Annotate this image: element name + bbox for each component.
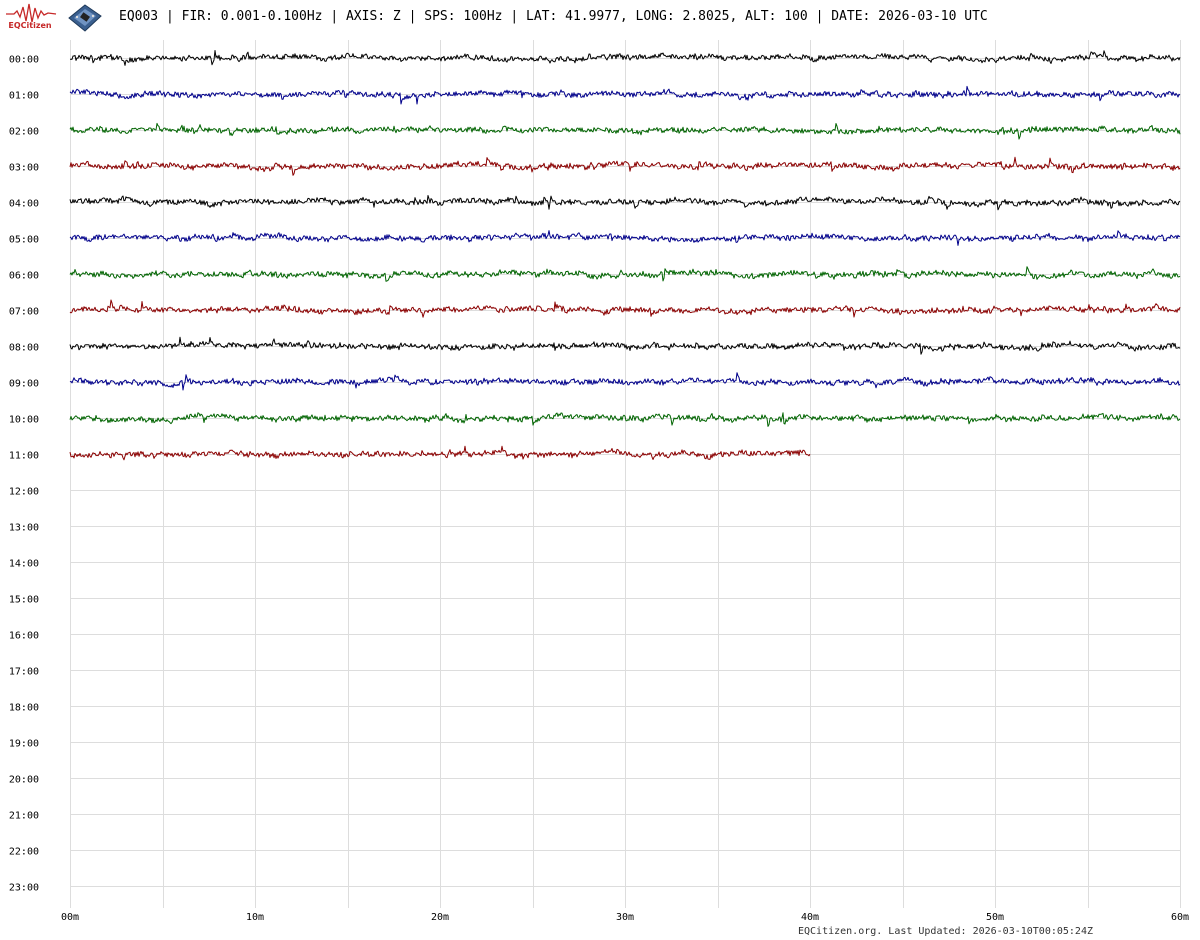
y-tick-label: 02:00 [9,127,39,138]
seismic-trace [69,445,811,461]
y-tick-label: 05:00 [9,235,39,246]
y-tick-label: 01:00 [9,91,39,102]
sensor-board-icon [68,4,102,32]
grid [70,40,1181,908]
seismic-trace [69,50,1181,66]
header: EQCitizen EQ003 | FIR: 0.001-0.100Hz | A… [0,0,1200,36]
x-tick-label: 30m [616,912,634,923]
y-tick-label: 04:00 [9,199,39,210]
seismic-trace [69,299,1181,318]
seismic-trace [69,85,1181,105]
x-tick-label: 00m [61,912,79,923]
y-tick-label: 00:00 [9,55,39,66]
seismograph-logo-icon [4,2,58,34]
x-tick-label: 10m [246,912,264,923]
y-tick-label: 17:00 [9,667,39,678]
y-tick-label: 20:00 [9,775,39,786]
y-tick-label: 15:00 [9,595,39,606]
y-tick-label: 16:00 [9,631,39,642]
y-tick-label: 11:00 [9,451,39,462]
y-tick-label: 06:00 [9,271,39,282]
seismic-traces [69,50,1181,461]
y-tick-label: 23:00 [9,883,39,894]
y-tick-label: 22:00 [9,847,39,858]
y-tick-label: 10:00 [9,415,39,426]
x-tick-labels: 00m 10m 20m 30m 40m 50m 60m [61,912,1189,923]
footer-last-updated: EQCitizen.org. Last Updated: 2026-03-10T… [797,926,1093,937]
seismic-trace [69,336,1181,355]
y-tick-label: 07:00 [9,307,39,318]
seismic-trace [69,372,1181,391]
y-tick-label: 18:00 [9,703,39,714]
y-tick-label: 21:00 [9,811,39,822]
seismic-trace [69,230,1181,246]
chart-title: EQ003 | FIR: 0.001-0.100Hz | AXIS: Z | S… [119,9,988,24]
y-tick-label: 03:00 [9,163,39,174]
x-tick-label: 40m [801,912,819,923]
logo-text: EQCitizen [8,21,52,30]
seismic-trace [69,266,1181,282]
y-tick-labels: 00:00 01:00 02:00 03:00 04:00 05:00 06:00 07:00… [9,55,39,894]
seismic-trace [69,195,1181,211]
y-tick-label: 19:00 [9,739,39,750]
seismic-trace [69,156,1181,176]
y-tick-label: 13:00 [9,523,39,534]
y-tick-label: 09:00 [9,379,39,390]
y-tick-label: 12:00 [9,487,39,498]
y-tick-label: 08:00 [9,343,39,354]
x-tick-label: 50m [986,912,1004,923]
seismic-trace [69,122,1181,140]
y-tick-label: 14:00 [9,559,39,570]
seismic-trace [69,412,1181,427]
x-tick-label: 60m [1171,912,1189,923]
x-tick-label: 20m [431,912,449,923]
